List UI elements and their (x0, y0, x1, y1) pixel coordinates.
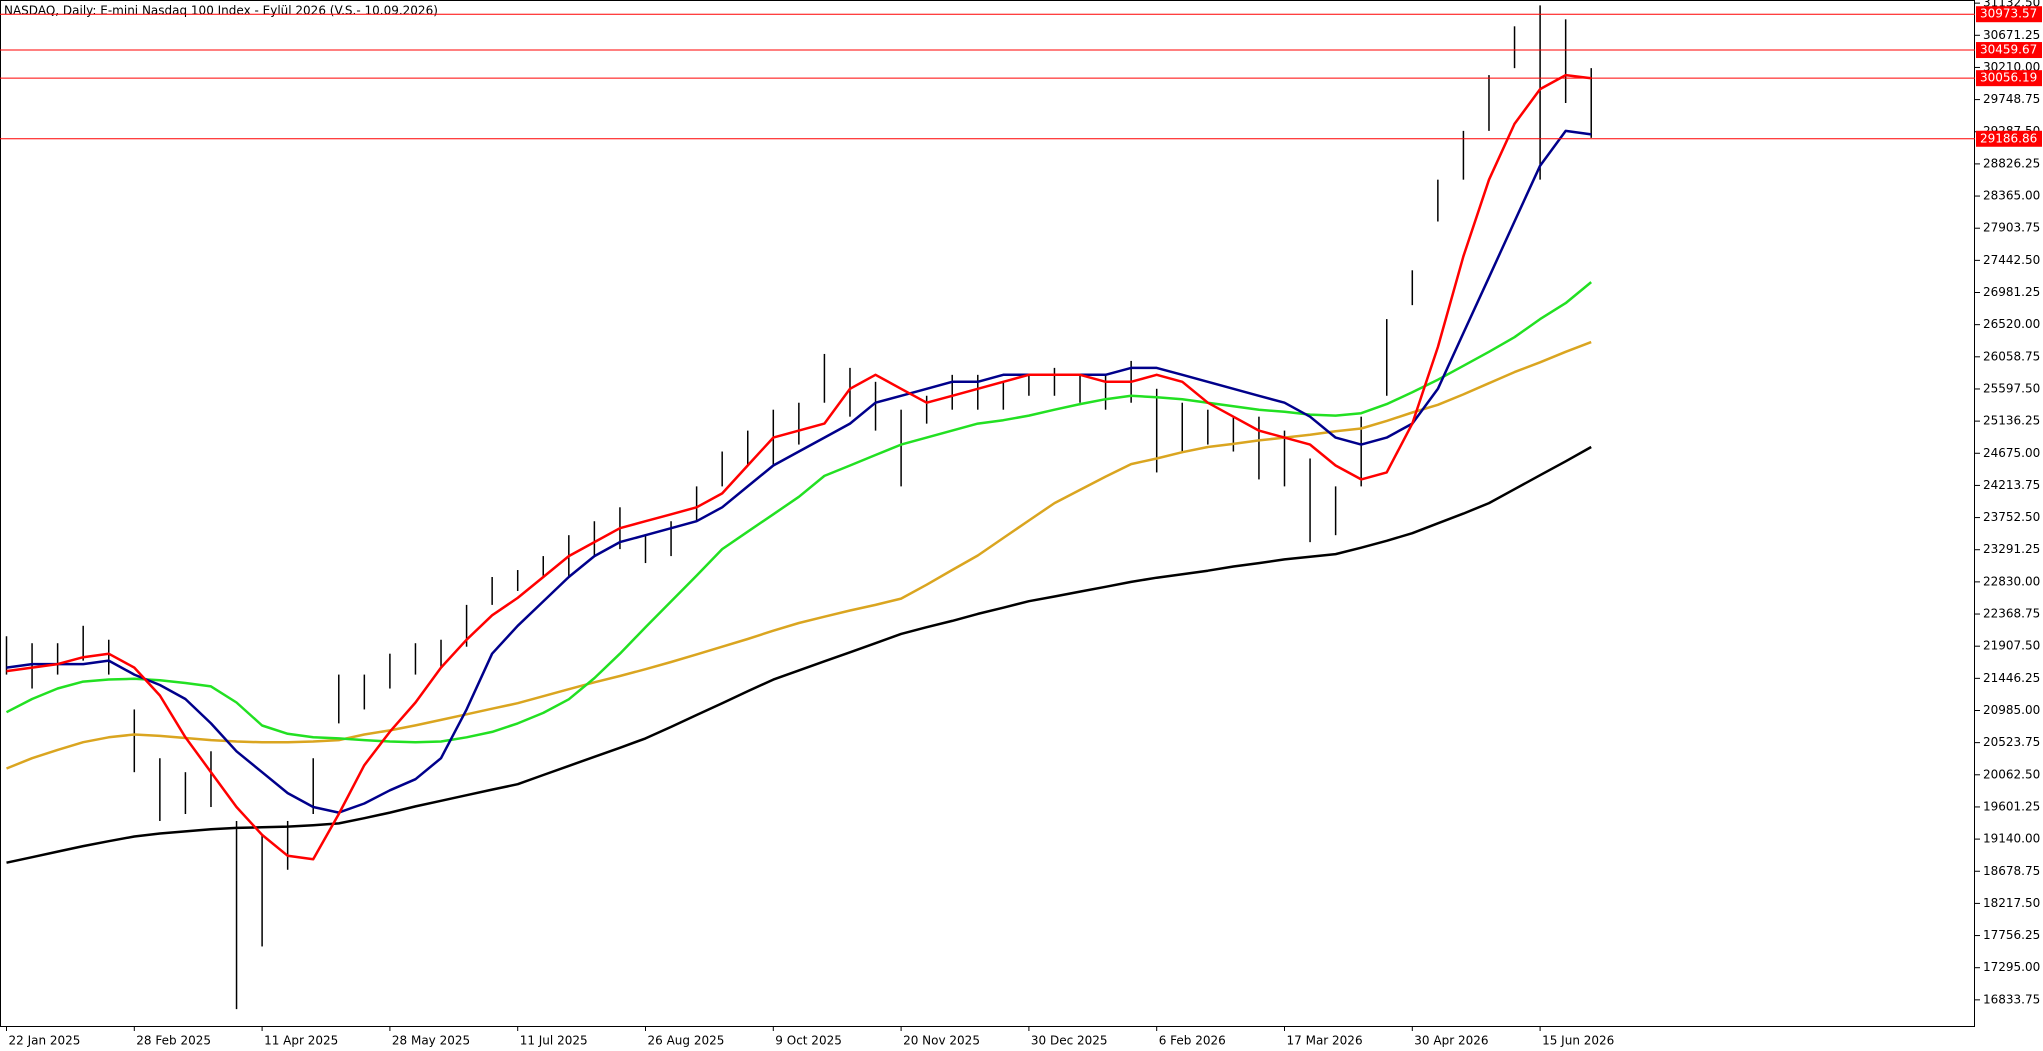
price-level-label: 30973.57 (1980, 7, 2037, 21)
x-tick-label: 11 Jul 2025 (520, 1034, 588, 1048)
price-level-label: 30056.19 (1980, 71, 2037, 85)
y-tick-label: 19601.25 (1983, 799, 2040, 813)
y-tick-label: 18678.75 (1983, 864, 2040, 878)
y-tick-label: 25597.50 (1983, 381, 2040, 395)
y-tick-label: 27903.75 (1983, 221, 2040, 235)
chart-title: NASDAQ, Daily: E-mini Nasdaq 100 Index -… (4, 4, 438, 18)
y-tick-label: 27442.50 (1983, 253, 2040, 267)
y-tick-label: 20062.50 (1983, 767, 2040, 781)
x-tick-label: 22 Jan 2025 (9, 1034, 81, 1048)
plot-frame (0, 0, 1975, 1027)
x-tick-label: 17 Mar 2026 (1287, 1034, 1363, 1048)
price-level-tag (1976, 6, 2042, 23)
y-tick-label: 23291.25 (1983, 542, 2040, 556)
x-tick-label: 26 Aug 2025 (648, 1034, 725, 1048)
moving-average-line (6, 340, 1592, 770)
y-tick-label: 19140.00 (1983, 832, 2040, 846)
y-tick-label: 26520.00 (1983, 317, 2040, 331)
price-level-tag (1976, 130, 2042, 147)
price-level-tag (1976, 70, 2042, 87)
y-tick-label: 23752.50 (1983, 510, 2040, 524)
y-tick-label: 26058.75 (1983, 349, 2040, 363)
moving-average-line (5, 281, 1592, 744)
moving-average-line (6, 445, 1592, 864)
x-tick-label: 30 Apr 2026 (1414, 1034, 1488, 1048)
y-tick-label: 16833.75 (1983, 992, 2040, 1006)
y-tick-label: 28365.00 (1983, 189, 2040, 203)
y-tick-label: 21446.25 (1983, 671, 2040, 685)
x-tick-label: 28 May 2025 (392, 1034, 470, 1048)
moving-average-line (6, 73, 1592, 861)
x-tick-label: 6 Feb 2026 (1159, 1034, 1226, 1048)
y-tick-label: 26981.25 (1983, 285, 2040, 299)
y-tick-label: 30671.25 (1983, 28, 2040, 42)
x-tick-label: 28 Feb 2025 (136, 1034, 211, 1048)
y-tick-label: 24675.00 (1983, 446, 2040, 460)
price-level-tag (1976, 42, 2042, 59)
price-level-label: 30459.67 (1980, 43, 2037, 57)
y-tick-label: 28826.25 (1983, 156, 2040, 170)
price-level-label: 29186.86 (1980, 131, 2037, 145)
y-tick-label: 31132.50 (1983, 0, 2040, 10)
y-tick-label: 18217.50 (1983, 896, 2040, 910)
y-tick-label: 24213.75 (1983, 478, 2040, 492)
x-tick-label: 20 Nov 2025 (903, 1034, 980, 1048)
y-tick-label: 21907.50 (1983, 639, 2040, 653)
y-tick-label: 25136.25 (1983, 414, 2040, 428)
x-tick-label: 11 Apr 2025 (264, 1034, 338, 1048)
y-tick-label: 20523.75 (1983, 735, 2040, 749)
moving-average-line (6, 129, 1592, 814)
x-tick-label: 15 Jun 2026 (1542, 1034, 1614, 1048)
y-tick-label: 29748.75 (1983, 92, 2040, 106)
y-tick-label: 17295.00 (1983, 960, 2040, 974)
y-tick-label: 22830.00 (1983, 574, 2040, 588)
x-tick-label: 30 Dec 2025 (1031, 1034, 1108, 1048)
y-tick-label: 20985.00 (1983, 703, 2040, 717)
y-tick-label: 17756.25 (1983, 928, 2040, 942)
x-tick-label: 9 Oct 2025 (775, 1034, 842, 1048)
y-tick-label: 22368.75 (1983, 607, 2040, 621)
